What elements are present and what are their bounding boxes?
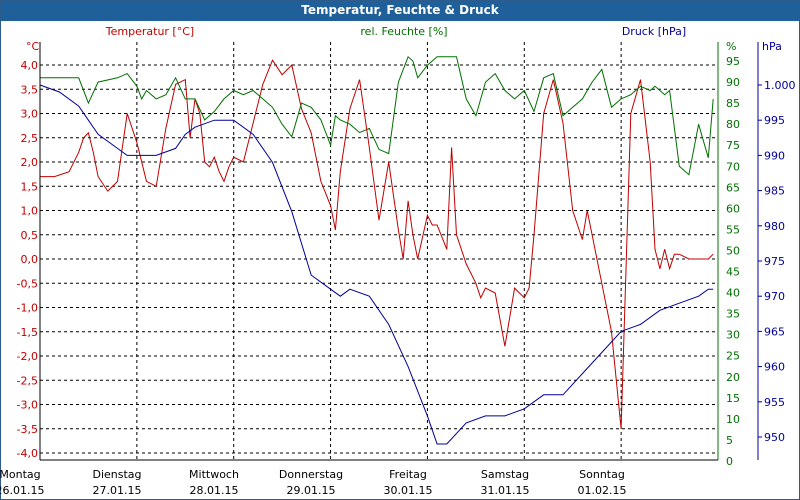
pressure-tick-label: 980 — [764, 220, 785, 233]
humidity-tick-label: 55 — [726, 223, 740, 236]
pressure-tick-label: 990 — [764, 149, 785, 162]
chart-title: Temperatur, Feuchte & Druck — [301, 3, 499, 17]
humidity-tick-label: 60 — [726, 202, 740, 215]
plot-frame — [39, 42, 759, 461]
humidity-tick-label: 30 — [726, 329, 740, 342]
humidity-tick-label: 45 — [726, 266, 740, 279]
title-bar: Temperatur, Feuchte & Druck — [1, 1, 799, 21]
temperature-tick-label: 0,5 — [21, 229, 39, 242]
temperature-tick-label: 4,0 — [21, 59, 39, 72]
pressure-tick-label: 985 — [764, 185, 785, 198]
date-label: 01.02.15 — [578, 484, 627, 497]
pressure-tick-label: 955 — [764, 396, 785, 409]
pressure-tick-label: 970 — [764, 290, 785, 303]
temperature-tick-label: 3,5 — [21, 83, 39, 96]
date-label: 28.01.15 — [190, 484, 239, 497]
temperature-tick-label: 1,5 — [21, 180, 39, 193]
date-label: 31.01.15 — [481, 484, 530, 497]
temperature-tick-label: -1,5 — [17, 326, 38, 339]
humidity-tick-label: 25 — [726, 350, 740, 363]
humidity-axis-title: rel. Feuchte [%] — [360, 25, 447, 38]
pressure-unit: hPa — [762, 40, 782, 53]
series-line-humidity — [40, 55, 714, 176]
date-label: 27.01.15 — [93, 484, 142, 497]
temperature-tick-label: 2,5 — [21, 132, 39, 145]
date-label: 26.01.15 — [0, 484, 44, 497]
humidity-tick-label: 85 — [726, 97, 740, 110]
temperature-tick-label: 3,0 — [21, 108, 39, 121]
axis-labels: Temperatur [°C] rel. Feuchte [%] Druck [hP… — [0, 25, 796, 497]
day-label: Montag — [0, 468, 41, 481]
humidity-tick-label: 70 — [726, 160, 740, 173]
humidity-tick-label: 10 — [726, 413, 740, 426]
day-label: Samstag — [481, 468, 529, 481]
temperature-tick-label: -1,0 — [17, 302, 38, 315]
pressure-tick-label: 995 — [764, 114, 785, 127]
humidity-tick-label: 15 — [726, 392, 740, 405]
pressure-tick-label: 975 — [764, 255, 785, 268]
humidity-tick-label: 95 — [726, 55, 740, 68]
pressure-tick-label: 965 — [764, 325, 785, 338]
pressure-tick-label: 960 — [764, 361, 785, 374]
temperature-tick-label: 2,0 — [21, 156, 39, 169]
temperature-tick-label: -2,0 — [17, 350, 38, 363]
temperature-tick-label: -3,5 — [17, 423, 38, 436]
temperature-tick-label: -0,5 — [17, 277, 38, 290]
humidity-tick-label: 35 — [726, 308, 740, 321]
date-label: 29.01.15 — [287, 484, 336, 497]
series-line-pressure — [39, 84, 714, 445]
humidity-tick-label: 90 — [726, 76, 740, 89]
day-label: Sonntag — [579, 468, 625, 481]
day-label: Freitag — [389, 468, 427, 481]
day-label: Dienstag — [92, 468, 141, 481]
humidity-tick-label: 65 — [726, 181, 740, 194]
humidity-tick-label: 20 — [726, 371, 740, 384]
temperature-axis-title: Temperatur [°C] — [105, 25, 194, 38]
humidity-tick-label: 80 — [726, 118, 740, 131]
temperature-tick-label: -4,0 — [17, 447, 38, 460]
humidity-tick-label: 0 — [726, 455, 733, 468]
series-line-temperature — [40, 59, 714, 429]
humidity-tick-label: 75 — [726, 139, 740, 152]
series-lines — [39, 55, 714, 445]
pressure-axis-title: Druck [hPa] — [622, 25, 686, 38]
humidity-tick-label: 50 — [726, 244, 740, 257]
grid-lines — [40, 42, 718, 460]
pressure-tick-label: 1.000 — [764, 79, 796, 92]
humidity-unit: % — [726, 40, 736, 53]
temperature-tick-label: 1,0 — [21, 205, 39, 218]
temperature-tick-label: -2,5 — [17, 374, 38, 387]
temperature-unit: °C — [26, 40, 40, 53]
day-label: Mittwoch — [189, 468, 239, 481]
humidity-tick-label: 40 — [726, 287, 740, 300]
temperature-tick-label: -3,0 — [17, 399, 38, 412]
temperature-tick-label: 0,0 — [21, 253, 39, 266]
pressure-tick-label: 950 — [764, 431, 785, 444]
day-label: Donnerstag — [279, 468, 343, 481]
date-label: 30.01.15 — [384, 484, 433, 497]
humidity-tick-label: 5 — [726, 434, 733, 447]
